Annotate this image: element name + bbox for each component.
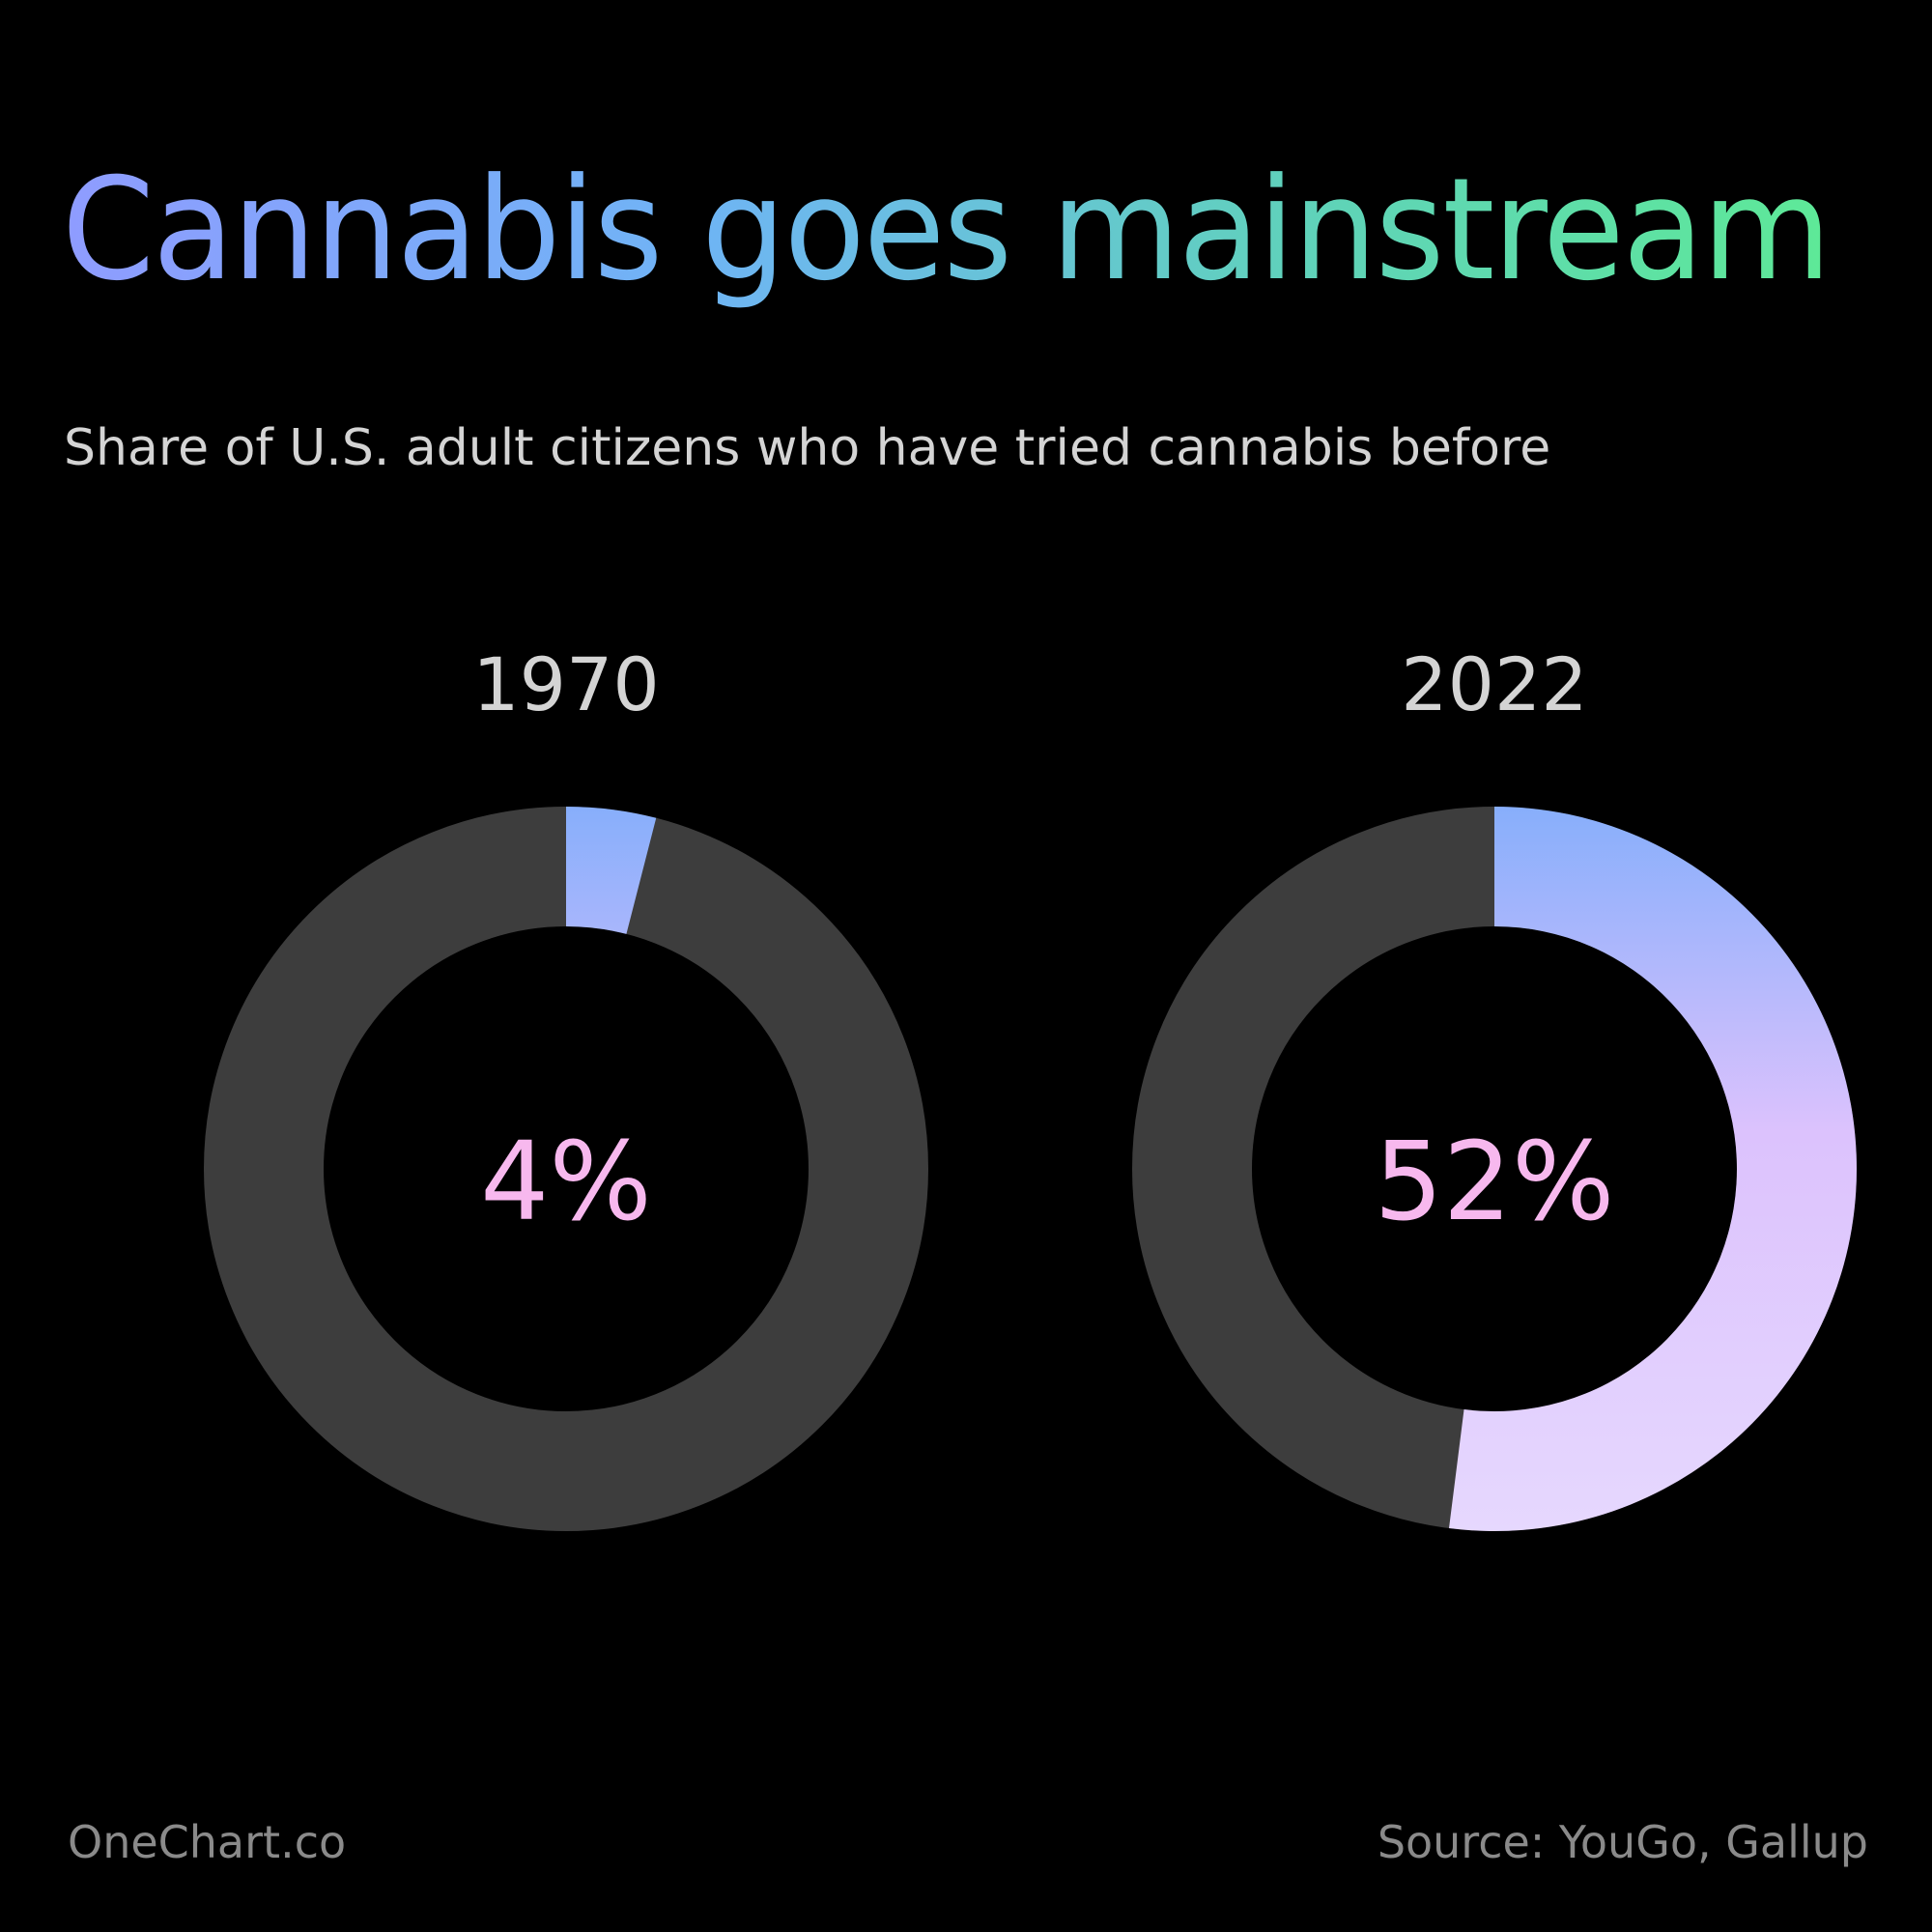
title-gradient-text: Cannabis goes mainstream (62, 148, 1832, 312)
source-label: Source: YouGo, Gallup (1377, 1816, 1868, 1868)
donut-1970: 1970 4% (204, 641, 928, 1531)
donut-slice-1970 (566, 807, 657, 934)
year-label-2022: 2022 (1401, 641, 1587, 727)
chart-subtitle: Share of U.S. adult citizens who have tr… (64, 419, 1551, 477)
donut-slice-2022 (1449, 807, 1858, 1532)
donut-2022: 2022 52% (1132, 641, 1858, 1532)
year-label-1970: 1970 (472, 641, 659, 727)
title-text: Cannabis goes mainstream (62, 148, 1830, 312)
value-label-2022: 52% (1375, 1120, 1615, 1245)
value-label-1970: 4% (480, 1120, 652, 1245)
chart-title: Cannabis goes mainstream (62, 148, 1897, 319)
brand-label: OneChart.co (68, 1816, 347, 1868)
